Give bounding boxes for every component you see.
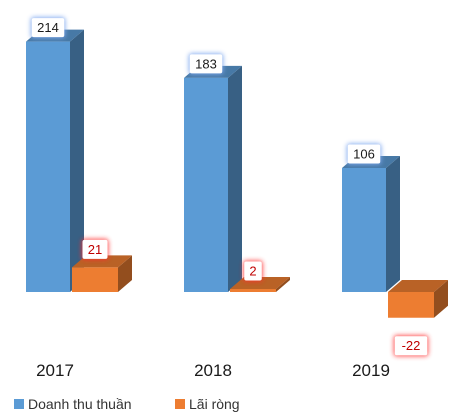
bar-side-face xyxy=(434,280,448,318)
bar-front-face xyxy=(230,289,276,292)
x-axis: 2017 2018 2019 xyxy=(36,361,390,380)
bar-top-face xyxy=(388,280,448,292)
data-label-text: 183 xyxy=(195,56,217,71)
bar-side-face xyxy=(386,155,400,292)
data-label-text: -22 xyxy=(402,338,421,353)
data-label-lai-rong-2019: -22 xyxy=(393,335,429,357)
data-label-text: 106 xyxy=(353,146,375,161)
bar-side-face xyxy=(228,65,242,292)
bar-side-face xyxy=(70,29,84,293)
bar-doanh-thu-thuan-2018 xyxy=(184,65,242,292)
legend-swatch xyxy=(175,399,185,409)
bar-doanh-thu-thuan-2017 xyxy=(26,29,84,293)
bar-doanh-thu-thuan-2019 xyxy=(342,155,400,292)
data-label-lai-rong-2017: 21 xyxy=(81,238,109,260)
legend-item-doanh-thu-thuan: Doanh thu thuần xyxy=(14,396,132,412)
legend: Doanh thu thuần Lãi ròng xyxy=(14,396,240,412)
data-label-text: 2 xyxy=(249,264,256,279)
data-label-box xyxy=(244,261,262,281)
data-label-text: 21 xyxy=(88,242,102,257)
bar-lai-rong-2019 xyxy=(388,280,448,318)
bar-front-face xyxy=(72,267,118,292)
legend-item-lai-rong: Lãi ròng xyxy=(175,396,240,412)
data-labels-layer: 214 21 183 2 106 -22 xyxy=(30,17,429,357)
data-label-box xyxy=(82,239,108,259)
data-label-box xyxy=(394,336,428,356)
data-label-lai-rong-2018: 2 xyxy=(243,260,263,282)
data-label-text: 214 xyxy=(37,20,59,35)
legend-label: Doanh thu thuần xyxy=(28,396,132,412)
bars-layer xyxy=(26,29,448,318)
bar-front-face xyxy=(26,41,70,293)
data-label-doanh-thu-thuan-2019: 106 xyxy=(346,143,382,165)
x-tick-label-2018: 2018 xyxy=(194,361,232,380)
x-tick-label-2017: 2017 xyxy=(36,361,74,380)
bar-front-face xyxy=(184,77,228,292)
bar-side-face xyxy=(118,255,132,292)
legend-label: Lãi ròng xyxy=(189,396,240,412)
legend-swatch xyxy=(14,399,24,409)
bar-side-face xyxy=(276,277,290,292)
bar-front-face xyxy=(388,292,434,318)
bar-lai-rong-2017 xyxy=(72,255,132,292)
data-label-doanh-thu-thuan-2017: 214 xyxy=(30,17,66,39)
data-label-box xyxy=(31,18,65,38)
data-label-doanh-thu-thuan-2018: 183 xyxy=(188,53,224,75)
data-label-box xyxy=(189,54,223,74)
bar-front-face xyxy=(342,167,386,292)
data-label-box xyxy=(347,144,381,164)
x-tick-label-2019: 2019 xyxy=(352,361,390,380)
